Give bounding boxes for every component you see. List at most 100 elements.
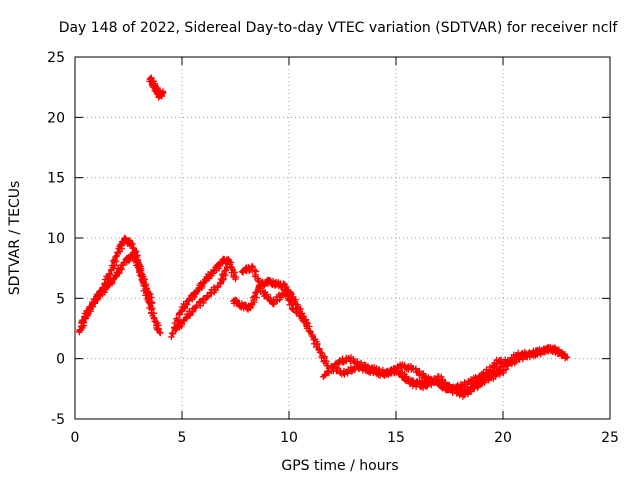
- gridlines: [75, 57, 610, 419]
- data-point: [196, 298, 203, 306]
- series-track-2: [78, 250, 156, 326]
- data-point: [242, 301, 249, 309]
- data-point: [159, 90, 166, 97]
- data-point: [321, 372, 329, 379]
- y-tick-label: 20: [47, 110, 65, 126]
- data-point: [156, 328, 163, 336]
- data-point: [564, 354, 571, 361]
- data-point: [84, 309, 92, 317]
- data-point: [257, 282, 265, 290]
- data-point: [168, 330, 176, 337]
- data-point: [267, 294, 274, 302]
- data-point: [105, 271, 113, 278]
- x-axis-label: GPS time / hours: [281, 458, 398, 474]
- data-point: [251, 298, 258, 306]
- y-tick-label: 10: [47, 231, 65, 247]
- data-point: [277, 294, 285, 301]
- data-point: [155, 325, 162, 332]
- x-tick-label: 0: [71, 430, 80, 446]
- data-point: [416, 380, 423, 387]
- data-point: [263, 293, 271, 300]
- data-point: [182, 301, 190, 308]
- data-point: [461, 391, 468, 399]
- data-point: [324, 368, 332, 375]
- data-point: [335, 360, 343, 368]
- data-point: [490, 372, 497, 379]
- data-point: [302, 319, 310, 326]
- series-track-9: [397, 362, 507, 400]
- data-point: [559, 351, 567, 359]
- series-outlier-cluster: [146, 74, 167, 101]
- series-track-6: [238, 262, 310, 326]
- data-point: [501, 359, 508, 367]
- data-point: [284, 293, 291, 300]
- x-tick-labels: 0 5 10 15 20 25: [71, 430, 619, 446]
- y-axis-label: SDTVAR / TECUs: [7, 181, 23, 296]
- data-point: [526, 353, 534, 361]
- data-point: [502, 366, 510, 373]
- y-tick-label: 5: [56, 291, 65, 307]
- data-point: [475, 380, 482, 387]
- data-point: [92, 296, 100, 303]
- y-tick-labels: -5 0 5 10 15 20 25: [47, 50, 65, 428]
- data-point: [308, 331, 315, 339]
- data-point: [147, 298, 154, 306]
- data-point: [307, 328, 314, 335]
- data-point: [222, 266, 230, 274]
- y-tick-label: 0: [56, 352, 65, 368]
- data-point: [439, 376, 446, 383]
- data-point: [207, 290, 214, 297]
- data-point: [441, 379, 449, 387]
- data-point: [458, 384, 465, 392]
- y-tick-label: 25: [47, 50, 65, 66]
- data-point: [105, 281, 112, 288]
- data-point: [231, 269, 238, 276]
- data-point: [293, 309, 300, 316]
- data-point: [344, 370, 351, 377]
- x-tick-label: 20: [494, 430, 512, 446]
- data-point: [143, 289, 151, 297]
- data-point: [272, 297, 280, 305]
- data-point: [270, 300, 277, 308]
- data-point: [148, 299, 156, 307]
- data-point: [188, 308, 196, 315]
- data-point: [251, 267, 258, 274]
- series-track-4: [172, 263, 231, 333]
- data-point: [405, 376, 412, 384]
- x-tick-label: 25: [601, 430, 619, 446]
- data-point: [147, 290, 154, 298]
- data-point: [220, 270, 228, 277]
- data-point: [81, 313, 88, 321]
- y-tick-label: 15: [47, 171, 65, 187]
- axis-ticks: [74, 56, 611, 420]
- data-point: [511, 359, 518, 367]
- chart-title: Day 148 of 2022, Sidereal Day-to-day VTE…: [59, 20, 619, 36]
- data-point: [111, 256, 118, 263]
- data-point: [131, 255, 138, 262]
- data-point: [141, 275, 149, 283]
- data-point: [555, 348, 563, 355]
- data-point: [223, 263, 231, 271]
- data-point: [373, 368, 380, 375]
- data-point: [232, 275, 239, 283]
- data-point: [401, 361, 408, 369]
- data-points: [76, 74, 571, 400]
- data-point: [204, 293, 211, 301]
- data-point: [252, 271, 259, 279]
- data-point: [78, 317, 86, 325]
- data-point: [381, 372, 388, 380]
- data-point: [317, 349, 324, 356]
- series-track-5: [230, 276, 331, 370]
- data-point: [278, 291, 286, 298]
- data-point: [157, 329, 164, 337]
- data-point: [496, 366, 503, 374]
- data-point: [499, 362, 507, 370]
- series-track-1: [76, 234, 164, 337]
- data-point: [313, 341, 321, 348]
- x-tick-label: 5: [178, 430, 187, 446]
- y-tick-label: -5: [51, 412, 65, 428]
- data-point: [254, 276, 261, 284]
- data-point: [214, 284, 221, 291]
- data-point: [195, 285, 202, 293]
